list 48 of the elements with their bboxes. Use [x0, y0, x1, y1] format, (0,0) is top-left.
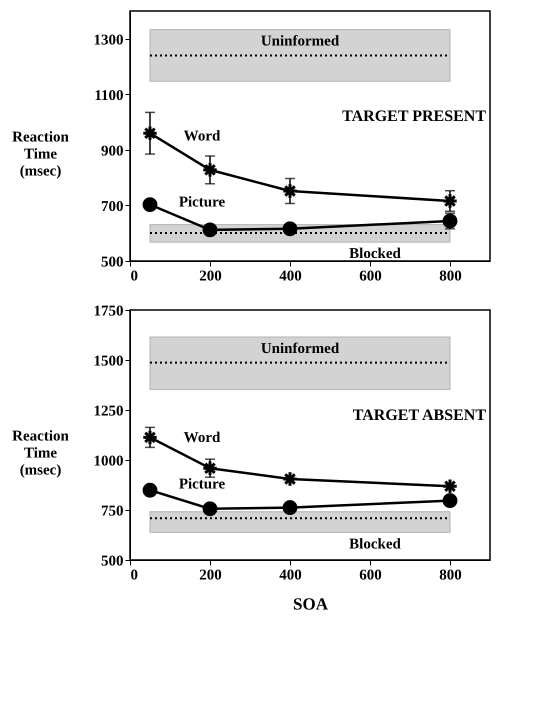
x-tick-label: 600: [359, 568, 382, 584]
x-tick-label: 800: [439, 268, 462, 284]
x-tick-label: 400: [279, 268, 302, 284]
y-tick-label: 500: [101, 554, 124, 570]
y-tick-label: 500: [101, 254, 124, 270]
point: [282, 470, 298, 488]
x-tick-label: 200: [199, 268, 222, 284]
y-axis-title: Reaction Time (msec): [12, 130, 70, 180]
point: [142, 482, 158, 498]
y-tick-label: 1300: [94, 32, 124, 48]
x-tick-label: 400: [279, 568, 302, 584]
point: [202, 162, 218, 178]
y-tick-label: 1000: [94, 454, 124, 470]
band-label: Blocked: [349, 536, 402, 552]
x-tick-label: 0: [130, 568, 138, 584]
series-label: Picture: [178, 476, 226, 492]
y-tick-label: 1750: [94, 304, 124, 320]
band-label: Uninformed: [260, 341, 340, 357]
annotation: TARGET ABSENT: [352, 407, 486, 424]
series-label: Word: [184, 128, 221, 145]
y-tick-label: 900: [101, 143, 124, 160]
x-axis-title: SOA: [293, 594, 329, 614]
series-label: Picture: [178, 194, 226, 210]
y-tick-label: 700: [101, 198, 124, 215]
point: [442, 478, 458, 494]
y-tick-label: 1250: [94, 404, 124, 420]
annotation: TARGET PRESENT: [342, 108, 486, 125]
point: [202, 460, 218, 476]
y-tick-label: 750: [101, 504, 124, 520]
point: [142, 429, 158, 446]
x-tick-label: 200: [199, 568, 222, 584]
point: [142, 125, 158, 142]
x-tick-label: 600: [359, 268, 382, 284]
x-tick-label: 0: [130, 268, 138, 284]
point: [142, 197, 158, 212]
point: [442, 493, 458, 508]
x-tick-label: 800: [439, 568, 462, 584]
point: [282, 500, 298, 515]
point: [202, 501, 218, 516]
y-tick-label: 1100: [94, 88, 124, 104]
band-label: Blocked: [349, 246, 402, 262]
point: [282, 221, 298, 236]
band-label: Uninformed: [260, 34, 340, 50]
point: [282, 182, 298, 200]
point: [202, 222, 218, 238]
y-axis-title: Reaction Time (msec): [12, 428, 70, 478]
series-label: Word: [184, 430, 221, 446]
y-tick-label: 1500: [94, 354, 124, 370]
